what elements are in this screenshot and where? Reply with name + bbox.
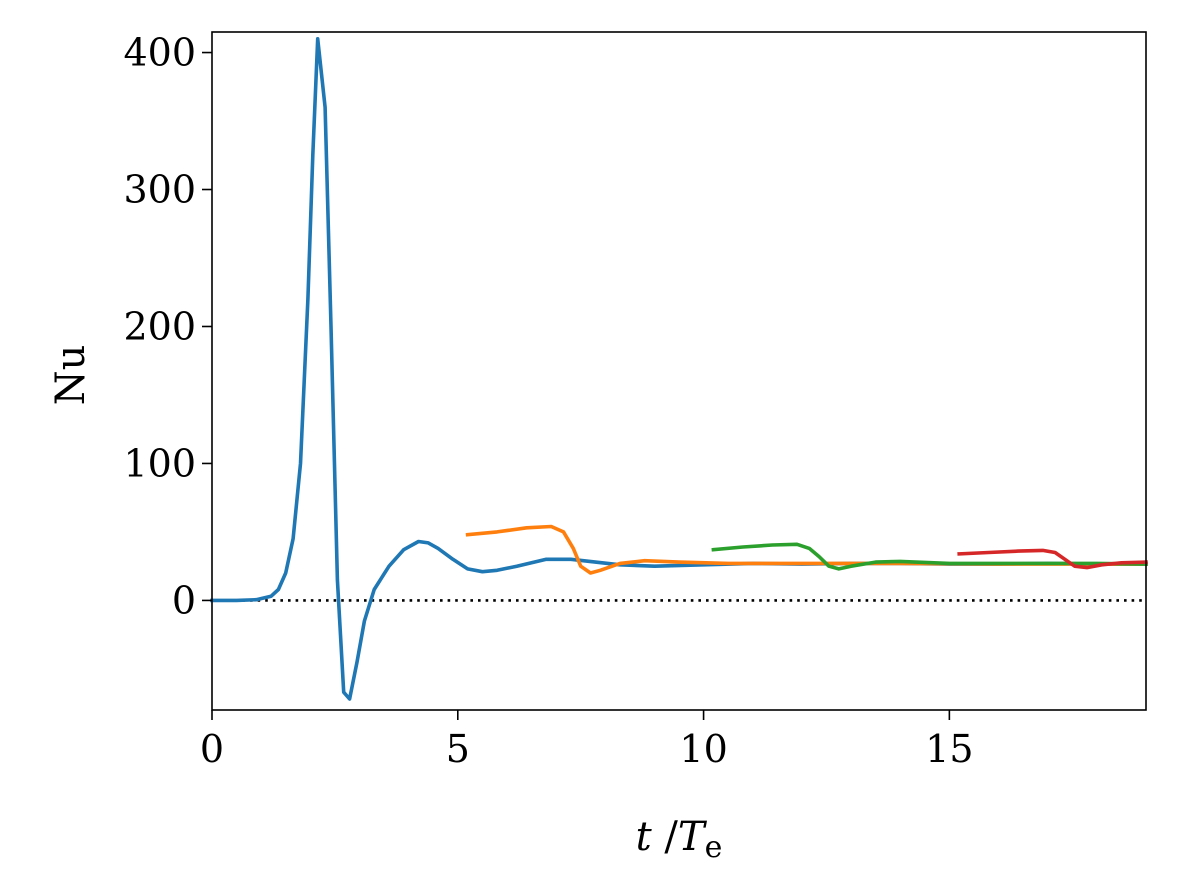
x-axis-label: t /Te xyxy=(636,814,723,865)
x-axis-label-T: T xyxy=(678,814,708,860)
ticks: 0 5 10 15 0 100 200 300 400 xyxy=(123,31,973,771)
x-axis-label-sub: e xyxy=(705,830,723,865)
x-axis-label-sep: / xyxy=(652,814,679,860)
x-tick-label: 0 xyxy=(200,727,224,771)
y-axis-label: Nu xyxy=(48,345,94,406)
series-line-4 xyxy=(957,548,1148,570)
x-tick-label: 10 xyxy=(679,727,727,771)
y-tick-label: 0 xyxy=(172,578,196,622)
x-tick-label: 5 xyxy=(446,727,470,771)
svg-text:t /Te: t /Te xyxy=(636,814,723,865)
x-tick-label: 15 xyxy=(925,727,973,771)
y-tick-label: 100 xyxy=(123,441,196,485)
x-axis-label-t: t xyxy=(636,814,653,860)
plot-lines xyxy=(210,36,1148,701)
y-tick-label: 400 xyxy=(123,31,196,75)
series-line-3 xyxy=(711,542,1148,571)
y-tick-label: 200 xyxy=(123,304,196,348)
axes-frame xyxy=(211,31,1147,711)
y-tick-label: 300 xyxy=(123,168,196,212)
